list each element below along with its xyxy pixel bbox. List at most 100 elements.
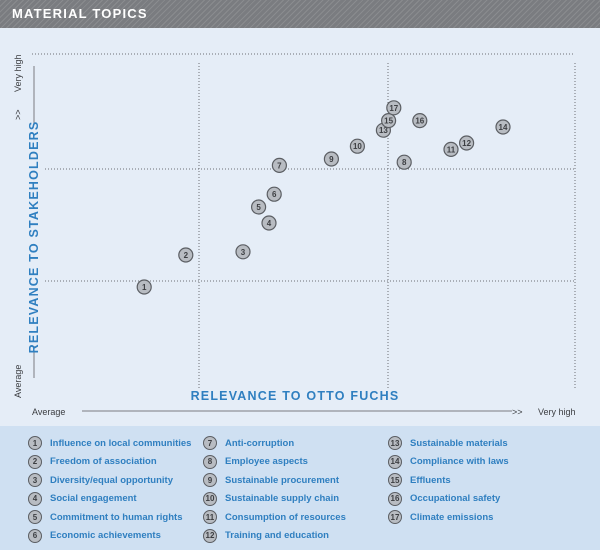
data-point: 7 <box>271 157 287 173</box>
legend-label: Freedom of association <box>50 456 157 468</box>
legend-label: Sustainable supply chain <box>225 493 340 505</box>
legend-item: 2 Freedom of association <box>28 453 191 472</box>
data-point-label: 3 <box>241 248 246 257</box>
chart-area: Average >> Very high Very high >> Averag… <box>0 28 600 426</box>
legend-number-badge: 17 <box>388 510 402 525</box>
legend-number-badge: 4 <box>28 491 42 506</box>
data-point: 16 <box>412 112 428 129</box>
legend-number-badge: 13 <box>388 436 402 451</box>
data-point: 8 <box>396 154 412 170</box>
data-point-marker <box>495 119 511 135</box>
legend-item: 8 Employee aspects <box>203 453 346 472</box>
legend-number-badge: 8 <box>203 454 217 469</box>
x-axis-high-label: Very high <box>538 407 576 417</box>
data-point-label: 13 <box>379 126 388 135</box>
legend-label: Sustainable procurement <box>225 474 340 486</box>
legend-item: 14 Compliance with laws <box>388 453 509 472</box>
legend-label: Compliance with laws <box>410 456 509 468</box>
data-point: 12 <box>459 135 475 151</box>
legend-label: Sustainable materials <box>410 437 508 449</box>
legend-number-badge: 2 <box>28 454 42 469</box>
data-point-label: 17 <box>389 104 398 113</box>
data-point-marker <box>251 199 267 215</box>
y-axis-low-label: Average <box>13 365 23 398</box>
legend-label: Employee aspects <box>225 456 308 468</box>
legend-item: 10 Sustainable supply chain <box>203 490 346 509</box>
y-axis-title: RELEVANCE TO STAKEHOLDERS <box>27 121 41 354</box>
data-point-marker <box>323 151 339 167</box>
data-point-marker <box>381 112 397 129</box>
legend-number-badge: 3 <box>28 473 42 488</box>
data-point-label: 2 <box>184 251 189 260</box>
legend-number-badge: 10 <box>203 491 217 506</box>
data-point-label: 12 <box>462 139 471 148</box>
data-point-label: 1 <box>142 283 147 292</box>
legend-item: 3 Diversity/equal opportunity <box>28 471 191 490</box>
legend-number-badge: 7 <box>203 436 217 451</box>
data-point-marker <box>396 154 412 170</box>
data-point-marker <box>349 138 365 154</box>
data-point-marker <box>136 279 152 295</box>
data-point-marker <box>443 141 459 158</box>
legend-item: 5 Commitment to human rights <box>28 508 191 527</box>
data-point-label: 6 <box>272 190 277 199</box>
legend-number-badge: 14 <box>388 454 402 469</box>
data-point: 3 <box>235 244 251 260</box>
legend-number-badge: 6 <box>28 528 42 543</box>
data-point-marker <box>459 135 475 151</box>
data-point: 1 <box>136 279 152 295</box>
legend-number-badge: 16 <box>388 491 402 506</box>
legend-number-badge: 15 <box>388 473 402 488</box>
legend-number-badge: 1 <box>28 436 42 451</box>
legend-item: 13 Sustainable materials <box>388 434 509 453</box>
legend-item: 7 Anti-corruption <box>203 434 346 453</box>
data-point-marker <box>178 247 194 263</box>
data-point-label: 10 <box>353 142 362 151</box>
legend-column-1: 1 Influence on local communities 2 Freedom … <box>28 434 191 545</box>
legend-label: Training and education <box>225 530 329 542</box>
data-point: 14 <box>495 119 511 135</box>
legend-label: Diversity/equal opportunity <box>50 474 173 486</box>
x-axis-low-label: Average <box>32 407 65 417</box>
legend-label: Social engagement <box>50 493 137 505</box>
data-point-marker <box>266 186 282 202</box>
data-point-label: 15 <box>384 117 393 126</box>
legend-label: Consumption of resources <box>225 511 346 523</box>
legend-number-badge: 11 <box>203 510 217 525</box>
data-point: 10 <box>349 138 365 154</box>
header-bar: MATERIAL TOPICS <box>0 0 600 28</box>
data-point-label: 5 <box>256 203 261 212</box>
data-point-marker <box>271 157 287 173</box>
data-point: 9 <box>323 151 339 167</box>
legend-item: 17 Climate emissions <box>388 508 509 527</box>
data-point-label: 7 <box>277 161 282 170</box>
y-axis-high-label: Very high <box>13 54 23 92</box>
data-point-marker <box>412 112 428 129</box>
data-point-marker <box>386 100 402 116</box>
legend-label: Economic achievements <box>50 530 161 542</box>
legend-column-2: 7 Anti-corruption 8 Employee aspects 9 Sustai… <box>203 434 346 545</box>
materiality-chart: Average >> Very high Very high >> Averag… <box>13 53 576 417</box>
legend-item: 15 Effluents <box>388 471 509 490</box>
legend-item: 6 Economic achievements <box>28 527 191 546</box>
x-axis-arrow: >> <box>512 407 523 417</box>
data-point-label: 9 <box>329 155 334 164</box>
legend-item: 16 Occupational safety <box>388 490 509 509</box>
data-point: 15 <box>381 112 397 129</box>
legend-label: Effluents <box>410 474 451 486</box>
data-point-label: 8 <box>402 158 407 167</box>
legend-item: 11 Consumption of resources <box>203 508 346 527</box>
data-point: 4 <box>261 215 277 231</box>
legend-number-badge: 9 <box>203 473 217 488</box>
legend-item: 1 Influence on local communities <box>28 434 191 453</box>
legend-label: Occupational safety <box>410 493 501 505</box>
data-point: 11 <box>443 141 459 158</box>
data-point-marker <box>261 215 277 231</box>
legend: 1 Influence on local communities 2 Freedom … <box>0 426 600 550</box>
data-point: 2 <box>178 247 194 263</box>
y-axis-arrow: >> <box>13 109 23 120</box>
data-point: 5 <box>251 199 267 215</box>
legend-number-badge: 5 <box>28 510 42 525</box>
legend-item: 4 Social engagement <box>28 490 191 509</box>
